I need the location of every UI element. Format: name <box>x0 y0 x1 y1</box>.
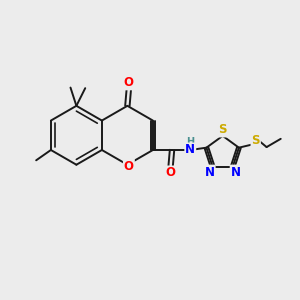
Text: O: O <box>166 167 176 179</box>
Text: N: N <box>231 166 241 178</box>
Text: S: S <box>218 124 227 136</box>
Text: N: N <box>205 166 215 178</box>
Text: N: N <box>185 143 195 157</box>
Text: S: S <box>251 134 260 147</box>
Text: O: O <box>124 76 134 89</box>
Text: O: O <box>124 160 134 173</box>
Text: H: H <box>186 137 194 147</box>
